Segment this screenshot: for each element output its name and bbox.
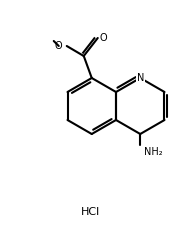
Text: N: N [136,73,144,83]
Text: O: O [100,33,107,43]
Text: HCl: HCl [80,207,100,217]
Text: NH₂: NH₂ [144,147,163,157]
Text: O: O [54,41,62,51]
